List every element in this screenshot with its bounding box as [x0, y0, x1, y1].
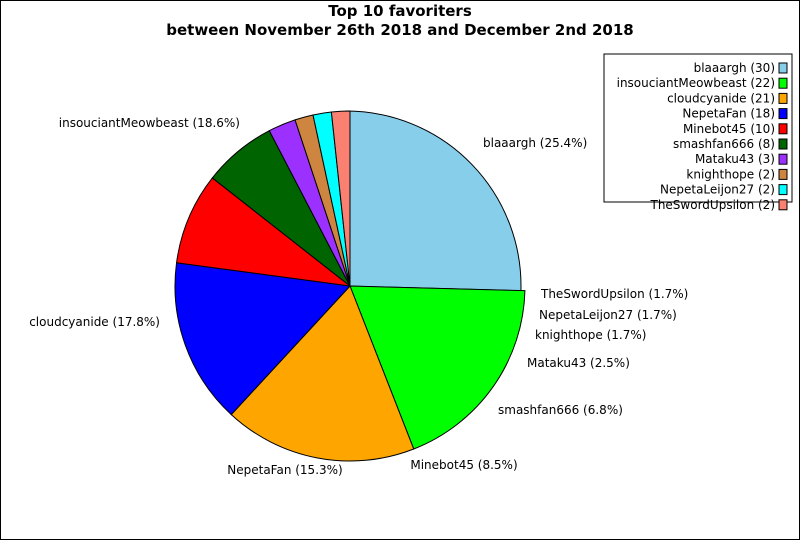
slice-label-NepetaFan: NepetaFan (15.3%) [227, 463, 342, 477]
slice-label-knighthope: knighthope (1.7%) [535, 328, 646, 342]
pie-slice-NepetaFan [174, 262, 352, 416]
legend-label-TheSwordUpsilon: TheSwordUpsilon (2) [649, 198, 775, 212]
legend-swatch-insouciantMeowbeast [778, 77, 788, 89]
chart-title-line-2: between November 26th 2018 and December … [166, 21, 634, 39]
pie-slice-cloudcyanide [230, 285, 415, 462]
legend-label-insouciantMeowbeast: insouciantMeowbeast (22) [617, 76, 775, 90]
legend-swatch-blaaargh [778, 62, 788, 74]
slice-label-Minebot45: Minebot45 (8.5%) [410, 458, 517, 472]
pie-slices [174, 110, 526, 462]
chart-title-line-1: Top 10 favoriters [328, 2, 472, 20]
pie-slice-Minebot45 [175, 177, 352, 287]
pie-slice-TheSwordUpsilon [330, 110, 351, 287]
legend-label-smashfan666: smashfan666 (8) [673, 137, 775, 151]
legend-swatch-NepetaFan [778, 108, 788, 120]
legend-label-NepetaFan: NepetaFan (18) [682, 107, 775, 121]
legend-label-knighthope: knighthope (2) [686, 167, 775, 181]
pie-slice-insouciantMeowbeast [349, 285, 526, 450]
legend-swatch-NepetaLeijon27 [778, 184, 788, 196]
slice-label-insouciantMeowbeast: insouciantMeowbeast (18.6%) [59, 116, 240, 130]
legend-swatch-cloudcyanide [778, 92, 788, 104]
legend-label-cloudcyanide: cloudcyanide (21) [667, 91, 775, 105]
legend-swatch-Mataku43 [778, 153, 788, 165]
slice-label-Mataku43: Mataku43 (2.5%) [527, 356, 630, 370]
slice-label-cloudcyanide: cloudcyanide (17.8%) [29, 315, 160, 329]
slice-labels: blaaargh (25.4%) insouciantMeowbeast (18.… [29, 116, 688, 477]
legend-box [603, 53, 793, 203]
legend: blaaargh (30)insouciantMeowbeast (22)clo… [603, 53, 793, 212]
legend-label-blaaargh: blaaargh (30) [694, 61, 775, 75]
legend-label-Mataku43: Mataku43 (3) [695, 152, 775, 166]
legend-swatch-smashfan666 [778, 138, 788, 150]
legend-label-NepetaLeijon27: NepetaLeijon27 (2) [660, 183, 775, 197]
slice-label-smashfan666: smashfan666 (6.8%) [498, 403, 623, 417]
slice-label-blaaargh: blaaargh (25.4%) [483, 136, 587, 150]
legend-swatch-knighthope [778, 168, 788, 180]
slice-label-TheSwordUpsilon: TheSwordUpsilon (1.7%) [540, 287, 688, 301]
legend-label-Minebot45: Minebot45 (10) [683, 122, 775, 136]
legend-swatch-Minebot45 [778, 123, 788, 135]
slice-label-NepetaLeijon27: NepetaLeijon27 (1.7%) [539, 308, 677, 322]
pie-slice-blaaargh [345, 110, 522, 292]
legend-swatch-TheSwordUpsilon [778, 199, 788, 211]
